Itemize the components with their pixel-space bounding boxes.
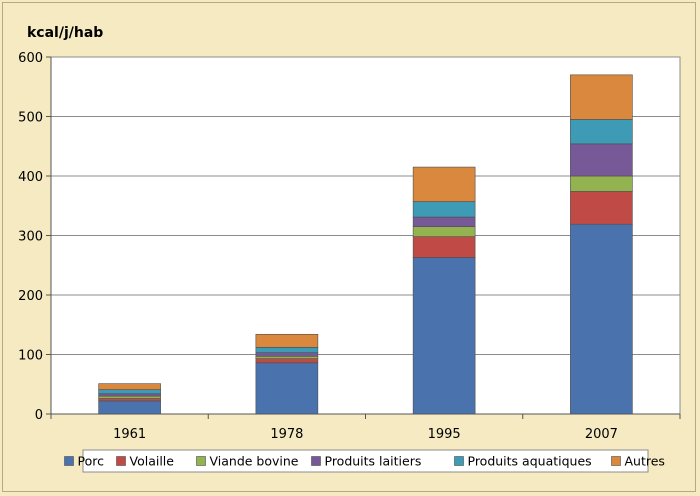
bar-segment	[570, 119, 633, 145]
bar-segment	[570, 175, 633, 192]
bar-segment	[412, 166, 476, 202]
bar-segment	[570, 223, 633, 415]
y-tick-label: 200	[18, 289, 43, 304]
bar-segment	[98, 398, 161, 402]
bar-segment	[255, 358, 319, 364]
chart-frame	[2, 2, 696, 492]
bar-segment	[255, 347, 319, 354]
bar-segment	[412, 257, 476, 415]
legend-label: Viande bovine	[210, 454, 299, 469]
y-tick-label: 300	[18, 230, 43, 245]
y-tick-label: 100	[18, 349, 43, 364]
bar-segment	[412, 201, 476, 218]
bar-segment	[255, 333, 319, 348]
y-tick-label: 400	[18, 170, 43, 185]
bar-segment	[412, 216, 476, 227]
bar-segment	[255, 352, 319, 357]
bar-segment	[98, 400, 161, 415]
legend-label: Produits laitiers	[325, 454, 422, 469]
legend-swatch	[454, 456, 464, 466]
y-axis-label: kcal/j/hab	[27, 25, 103, 41]
legend: Porc Volaille Viande bovine Produits laitie…	[64, 449, 665, 473]
bar-segment	[98, 393, 161, 397]
legend-label: Volaille	[130, 454, 175, 469]
bar-segment	[255, 355, 319, 359]
y-tick-label: 600	[18, 51, 43, 66]
bar-segment	[255, 362, 319, 415]
y-tick-label: 0	[35, 408, 43, 423]
x-tick-label: 2007	[585, 427, 618, 442]
bar-segment	[412, 226, 476, 237]
plot-area: 0 100 200 300 400 500 600 1961 1978 1995 2007	[18, 51, 681, 442]
legend-swatch	[311, 456, 321, 466]
x-tick-label: 1995	[428, 427, 461, 442]
bar-segment	[412, 236, 476, 258]
x-tick-label: 1978	[270, 427, 303, 442]
bar-segment	[98, 395, 161, 399]
bar-segment	[570, 191, 633, 225]
x-tick-label: 1961	[113, 427, 146, 442]
bar-segment	[570, 74, 633, 120]
legend-swatch	[116, 456, 126, 466]
y-tick-label: 500	[18, 111, 43, 126]
legend-swatch	[64, 456, 74, 466]
legend-label: Autres	[625, 454, 665, 469]
legend-label: Produits aquatiques	[468, 454, 592, 469]
legend-swatch	[196, 456, 206, 466]
bar-segment	[570, 143, 633, 177]
legend-label: Porc	[78, 454, 105, 469]
legend-box	[82, 449, 649, 473]
bar-segment	[98, 389, 161, 395]
legend-swatch	[611, 456, 621, 466]
bar-segment	[98, 383, 161, 390]
